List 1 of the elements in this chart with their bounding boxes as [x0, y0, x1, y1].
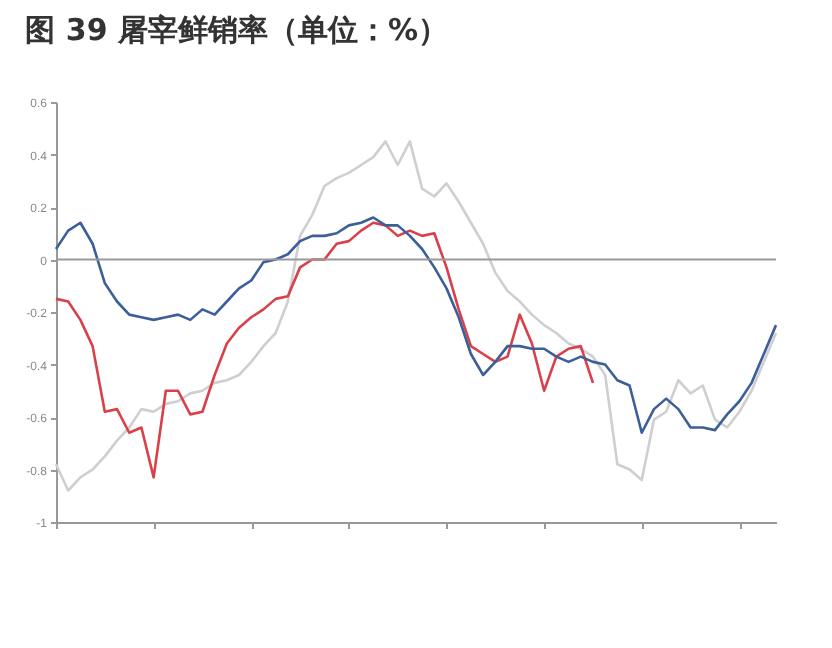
chart-title: 图 39 屠宰鲜销率（单位：%）	[25, 12, 449, 48]
